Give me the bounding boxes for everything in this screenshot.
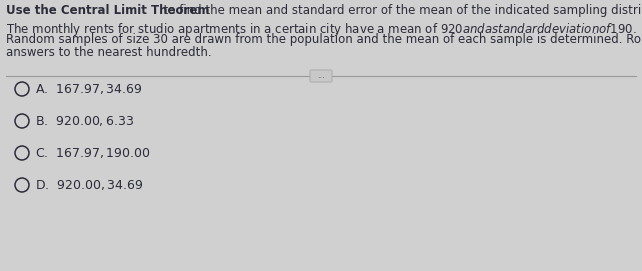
Text: B.  $920.00, $6.33: B. $920.00, $6.33 (35, 114, 134, 128)
Text: to find the mean and standard error of the mean of the indicated sampling distri: to find the mean and standard error of t… (156, 4, 642, 17)
Text: The monthly rents for studio apartments in a certain city have a mean of $920 an: The monthly rents for studio apartments … (6, 21, 637, 38)
Text: C.  $167.97, $190.00: C. $167.97, $190.00 (35, 146, 151, 160)
Text: Use the Central Limit Theorem: Use the Central Limit Theorem (6, 4, 209, 17)
Text: Random samples of size 30 are drawn from the population and the mean of each sam: Random samples of size 30 are drawn from… (6, 34, 642, 47)
Text: A.  $167.97, $34.69: A. $167.97, $34.69 (35, 82, 143, 96)
Text: answers to the nearest hundredth.: answers to the nearest hundredth. (6, 46, 212, 59)
FancyBboxPatch shape (310, 70, 332, 82)
Text: D.  $920.00, $34.69: D. $920.00, $34.69 (35, 178, 143, 192)
Text: ...: ... (317, 72, 325, 80)
